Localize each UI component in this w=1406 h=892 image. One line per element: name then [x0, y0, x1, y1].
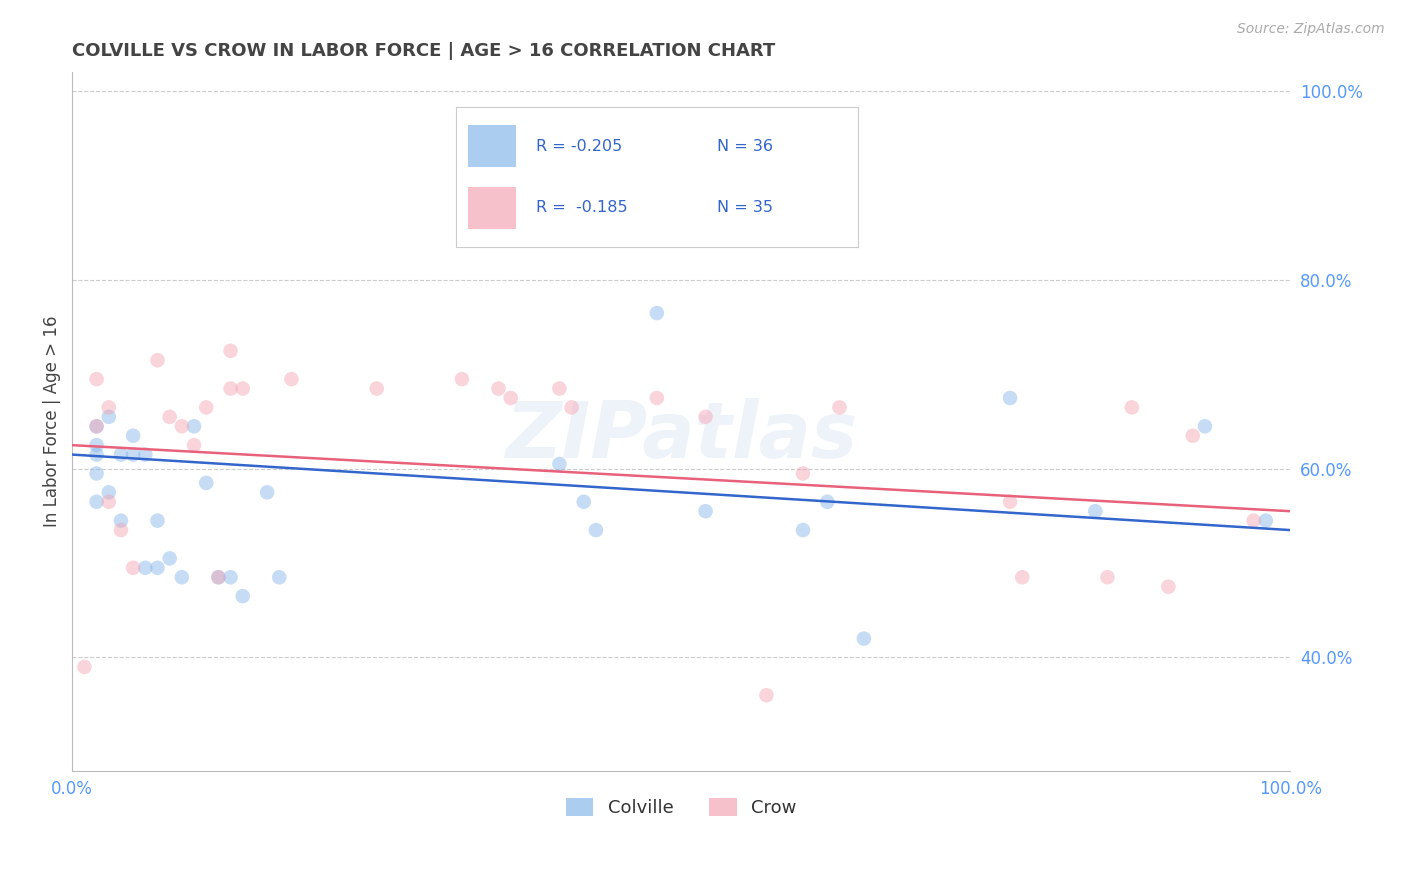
Point [548, 382, 571, 396]
Point [219, 382, 242, 396]
Point [792, 467, 814, 481]
Point [998, 495, 1021, 509]
Point [755, 688, 778, 702]
Point [86, 372, 108, 386]
Point [366, 382, 388, 396]
Point [146, 353, 169, 368]
Point [572, 495, 595, 509]
Point [1181, 428, 1204, 442]
Point [499, 391, 522, 405]
Y-axis label: In Labor Force | Age > 16: In Labor Force | Age > 16 [44, 316, 60, 527]
Point [86, 419, 108, 434]
Point [451, 372, 474, 386]
Point [183, 438, 205, 452]
Point [1097, 570, 1119, 584]
Point [86, 419, 108, 434]
Point [73, 660, 96, 674]
Point [1243, 514, 1265, 528]
Point [97, 485, 120, 500]
Point [122, 561, 145, 575]
Point [645, 391, 668, 405]
Point [828, 401, 851, 415]
Point [1157, 580, 1180, 594]
Point [815, 495, 838, 509]
Point [1194, 419, 1216, 434]
Text: Source: ZipAtlas.com: Source: ZipAtlas.com [1237, 22, 1385, 37]
Point [97, 409, 120, 424]
Point [110, 523, 132, 537]
Point [183, 419, 205, 434]
Point [159, 409, 181, 424]
Point [170, 419, 193, 434]
Point [1011, 570, 1033, 584]
Point [998, 391, 1021, 405]
Point [1254, 514, 1277, 528]
Point [146, 514, 169, 528]
Text: COLVILLE VS CROW IN LABOR FORCE | AGE > 16 CORRELATION CHART: COLVILLE VS CROW IN LABOR FORCE | AGE > … [72, 42, 776, 60]
Point [269, 570, 291, 584]
Point [97, 495, 120, 509]
Point [548, 457, 571, 471]
Point [256, 485, 278, 500]
Point [86, 448, 108, 462]
Point [219, 343, 242, 358]
Point [645, 306, 668, 320]
Point [86, 467, 108, 481]
Point [134, 561, 156, 575]
Point [207, 570, 229, 584]
Point [97, 401, 120, 415]
Point [695, 504, 717, 518]
Point [122, 428, 145, 442]
Point [232, 382, 254, 396]
Point [86, 438, 108, 452]
Point [110, 448, 132, 462]
Point [195, 475, 218, 490]
Point [86, 495, 108, 509]
Point [488, 382, 510, 396]
Point [219, 570, 242, 584]
Text: ZIPatlas: ZIPatlas [505, 398, 858, 474]
Point [695, 409, 717, 424]
Point [195, 401, 218, 415]
Point [146, 561, 169, 575]
Point [207, 570, 229, 584]
Point [1084, 504, 1107, 518]
Point [110, 514, 132, 528]
Legend: Colville, Crow: Colville, Crow [558, 790, 804, 824]
Point [134, 448, 156, 462]
Point [232, 589, 254, 603]
Point [122, 448, 145, 462]
Point [170, 570, 193, 584]
Point [159, 551, 181, 566]
Point [792, 523, 814, 537]
Point [280, 372, 302, 386]
Point [561, 401, 583, 415]
Point [1121, 401, 1143, 415]
Point [852, 632, 875, 646]
Point [585, 523, 607, 537]
